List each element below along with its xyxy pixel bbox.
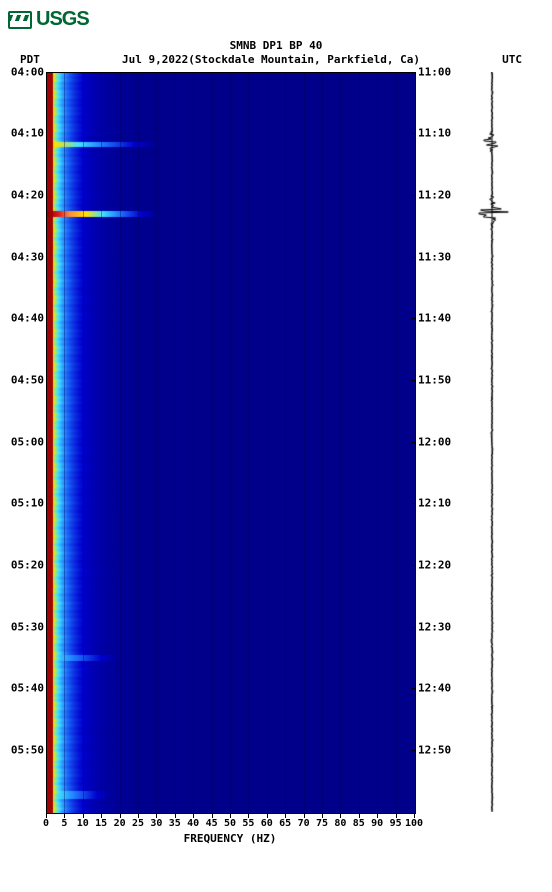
freq-label: 15 [95,818,107,829]
freq-label: 20 [114,818,126,829]
time-label: 05:20 [11,559,44,572]
freq-label: 70 [298,818,310,829]
time-label: 11:20 [418,189,451,202]
spectrogram-wrap [46,72,416,814]
time-label: 04:20 [11,189,44,202]
x-axis: FREQUENCY (HZ) 0 5 10 15 20 25 30 35 40 45 50 55 60 6… [46,814,452,846]
time-label: 11:30 [418,250,451,263]
time-label: 04:00 [11,65,44,78]
time-label: 11:50 [418,374,451,387]
timezone-right: UTC [502,53,522,67]
time-label: 12:50 [418,744,451,757]
freq-label: 50 [224,818,236,829]
freq-label: 40 [187,818,199,829]
time-label: 12:40 [418,682,451,695]
y-axis-right: 11:0011:1011:2011:3011:4011:5012:0012:10… [416,72,454,812]
waveform-wrap [462,72,522,814]
time-label: 12:30 [418,620,451,633]
time-label: 04:50 [11,374,44,387]
station-info: Jul 9,2022(Stockdale Mountain, Parkfield… [122,53,420,67]
usgs-logo: USGS [8,8,544,31]
time-label: 05:30 [11,620,44,633]
time-label: 11:00 [418,65,451,78]
chart-title: SMNB DP1 BP 40 [8,39,544,53]
time-label: 11:40 [418,312,451,325]
freq-label: 60 [261,818,273,829]
freq-label: 5 [61,818,67,829]
freq-label: 55 [242,818,254,829]
time-label: 04:30 [11,250,44,263]
freq-label: 30 [150,818,162,829]
time-label: 12:20 [418,559,451,572]
spectrogram [46,72,416,814]
freq-label: 35 [169,818,181,829]
freq-label: 65 [279,818,291,829]
freq-label: 95 [390,818,402,829]
time-label: 04:40 [11,312,44,325]
time-label: 05:40 [11,682,44,695]
freq-label: 90 [371,818,383,829]
freq-label: 85 [353,818,365,829]
time-label: 12:00 [418,435,451,448]
y-axis-left: 04:0004:1004:2004:3004:4004:5005:0005:10… [8,72,46,812]
logo-text: USGS [36,8,89,31]
freq-label: 0 [43,818,49,829]
freq-label: 25 [132,818,144,829]
freq-label: 45 [206,818,218,829]
time-label: 11:10 [418,127,451,140]
time-label: 05:10 [11,497,44,510]
x-axis-title: FREQUENCY (HZ) [46,832,414,845]
time-label: 05:00 [11,435,44,448]
plot-area: 04:0004:1004:2004:3004:4004:5005:0005:10… [8,72,544,814]
freq-label: 10 [77,818,89,829]
freq-label: 100 [405,818,423,829]
time-label: 05:50 [11,744,44,757]
freq-label: 75 [316,818,328,829]
time-label: 12:10 [418,497,451,510]
wave-icon [8,11,32,29]
time-label: 04:10 [11,127,44,140]
chart-header: SMNB DP1 BP 40 PDT Jul 9,2022(Stockdale … [8,39,544,68]
waveform-trace [462,72,522,812]
freq-label: 80 [334,818,346,829]
